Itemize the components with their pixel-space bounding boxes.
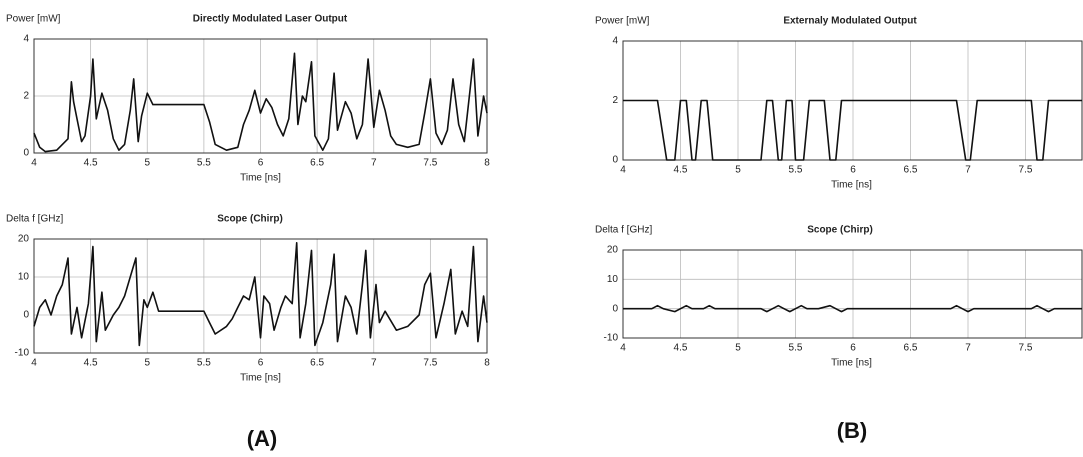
x-tick-label: 4 (31, 358, 37, 369)
y-tick-label: -10 (15, 348, 30, 359)
x-tick-label: 4.5 (674, 165, 688, 176)
x-tick-label: 5.5 (197, 358, 211, 369)
y-tick-label: 0 (23, 310, 29, 321)
x-tick-label: 6.5 (310, 158, 324, 169)
y-tick-label: 2 (23, 91, 29, 102)
y-tick-label: 0 (612, 155, 618, 166)
x-tick-label: 7.5 (1019, 343, 1033, 354)
x-tick-label: 6 (850, 343, 856, 354)
y-axis-label: Power [mW] (6, 14, 61, 25)
x-tick-label: 5 (144, 358, 150, 369)
x-tick-label: 7.5 (423, 358, 437, 369)
x-tick-label: 5 (735, 343, 741, 354)
panel-label: (A) (247, 426, 278, 451)
x-tick-label: 4.5 (84, 358, 98, 369)
x-axis-label: Time [ns] (240, 173, 281, 184)
x-tick-label: 4 (31, 158, 37, 169)
x-tick-label: 7.5 (423, 158, 437, 169)
chart-title: Externaly Modulated Output (783, 16, 917, 27)
y-tick-label: -10 (604, 333, 619, 344)
y-axis-label: Delta f [GHz] (6, 214, 63, 225)
y-tick-label: 2 (612, 95, 618, 106)
x-tick-label: 6.5 (310, 358, 324, 369)
x-tick-label: 6 (258, 358, 264, 369)
x-tick-label: 6.5 (904, 343, 918, 354)
x-tick-label: 6 (258, 158, 264, 169)
y-tick-label: 4 (612, 36, 618, 47)
plot-frame (33, 38, 488, 154)
x-axis-label: Time [ns] (831, 180, 872, 191)
x-tick-label: 5.5 (789, 343, 803, 354)
x-tick-label: 7 (371, 158, 377, 169)
y-tick-label: 20 (607, 245, 619, 256)
y-tick-label: 0 (23, 148, 29, 159)
y-axis-label: Delta f [GHz] (595, 225, 652, 236)
x-tick-label: 7 (965, 165, 971, 176)
y-tick-label: 10 (607, 274, 619, 285)
panel-label: (B) (837, 418, 868, 443)
trace (623, 304, 1082, 313)
x-axis-label: Time [ns] (240, 373, 281, 384)
x-tick-label: 7 (371, 358, 377, 369)
x-tick-label: 4 (620, 343, 626, 354)
x-tick-label: 6.5 (904, 165, 918, 176)
x-tick-label: 8 (484, 358, 490, 369)
x-tick-label: 7.5 (1019, 165, 1033, 176)
y-tick-label: 0 (612, 303, 618, 314)
x-tick-label: 6 (850, 165, 856, 176)
x-tick-label: 4.5 (84, 158, 98, 169)
x-tick-label: 4 (620, 165, 626, 176)
trace (623, 99, 1082, 161)
trace (33, 52, 488, 153)
y-tick-label: 10 (18, 272, 30, 283)
y-axis-label: Power [mW] (595, 16, 650, 27)
x-tick-label: 5.5 (197, 158, 211, 169)
x-axis-label: Time [ns] (831, 358, 872, 369)
plot-frame (622, 249, 1083, 339)
x-tick-label: 4.5 (674, 343, 688, 354)
x-tick-label: 5.5 (789, 165, 803, 176)
chart-title: Scope (Chirp) (217, 214, 283, 225)
trace (33, 242, 488, 347)
y-tick-label: 4 (23, 34, 29, 45)
plot-frame (33, 238, 488, 354)
chart-title: Scope (Chirp) (807, 225, 873, 236)
chart-title: Directly Modulated Laser Output (193, 14, 348, 25)
x-tick-label: 5 (144, 158, 150, 169)
x-tick-label: 8 (484, 158, 490, 169)
y-tick-label: 20 (18, 234, 30, 245)
x-tick-label: 7 (965, 343, 971, 354)
x-tick-label: 5 (735, 165, 741, 176)
